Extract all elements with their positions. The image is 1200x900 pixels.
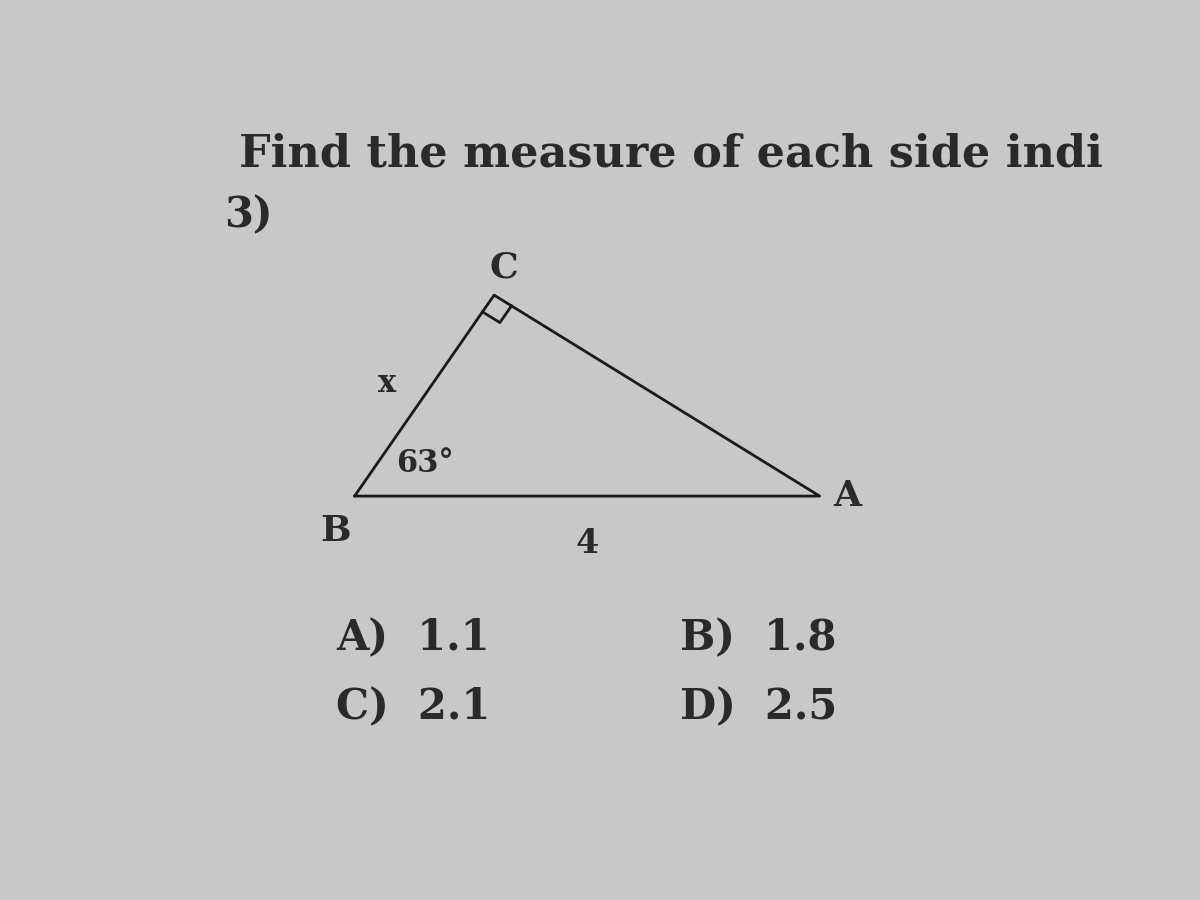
Text: 63°: 63° xyxy=(396,448,454,479)
Text: C: C xyxy=(490,250,517,284)
Text: C)  2.1: C) 2.1 xyxy=(336,687,491,728)
Text: x: x xyxy=(378,368,396,400)
Text: Find the measure of each side indi: Find the measure of each side indi xyxy=(239,132,1103,176)
Text: B: B xyxy=(320,514,352,548)
Text: A)  1.1: A) 1.1 xyxy=(336,617,490,659)
Text: 3): 3) xyxy=(224,194,274,237)
Text: B)  1.8: B) 1.8 xyxy=(680,617,836,659)
Text: 4: 4 xyxy=(576,527,599,561)
Text: A: A xyxy=(834,479,862,513)
Text: D)  2.5: D) 2.5 xyxy=(680,687,838,728)
